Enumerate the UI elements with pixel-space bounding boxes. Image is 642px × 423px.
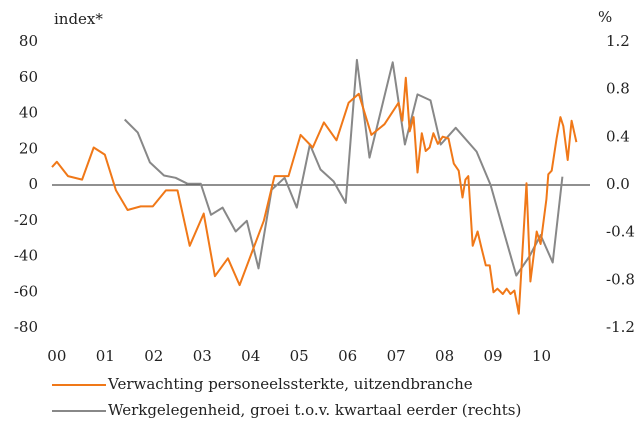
y2-axis-label: % <box>598 8 612 26</box>
y-tick-label: 20 <box>19 139 38 157</box>
x-tick-label: 00 <box>47 347 66 365</box>
y-axis-label: index* <box>54 10 103 28</box>
y2-tick-label: 0.8 <box>606 80 630 98</box>
y2-tick-label: 0.4 <box>606 127 630 145</box>
line-series <box>123 58 564 277</box>
y2-tick-label: 1.2 <box>606 32 630 50</box>
x-tick-label: 07 <box>387 347 406 365</box>
x-tick-label: 04 <box>241 347 260 365</box>
x-tick-label: 05 <box>290 347 309 365</box>
y2-tick-label: -1.2 <box>606 318 635 336</box>
y-tick-label: -60 <box>14 282 38 300</box>
x-tick-label: 08 <box>435 347 454 365</box>
x-tick-label: 09 <box>484 347 503 365</box>
y-tick-label: 60 <box>19 68 38 86</box>
y-tick-label: -80 <box>14 318 38 336</box>
legend-label: Verwachting personeelssterkte, uitzendbr… <box>107 375 473 393</box>
x-tick-label: 06 <box>338 347 357 365</box>
y2-tick-label: -0.4 <box>606 223 635 241</box>
y2-tick-label: -0.8 <box>606 270 635 288</box>
x-tick-label: 02 <box>144 347 163 365</box>
y2-tick-label: 0.0 <box>606 175 630 193</box>
y-tick-label: 40 <box>19 104 38 122</box>
legend-label: Werkgelegenheid, groei t.o.v. kwartaal e… <box>108 401 521 419</box>
line-series <box>51 76 578 315</box>
y-tick-label: -20 <box>14 211 38 229</box>
y-tick-label: 0 <box>28 175 38 193</box>
x-tick-label: 10 <box>532 347 551 365</box>
x-tick-label: 03 <box>193 347 212 365</box>
x-tick-label: 01 <box>96 347 115 365</box>
y-tick-label: 80 <box>19 32 38 50</box>
y-tick-label: -40 <box>14 247 38 265</box>
